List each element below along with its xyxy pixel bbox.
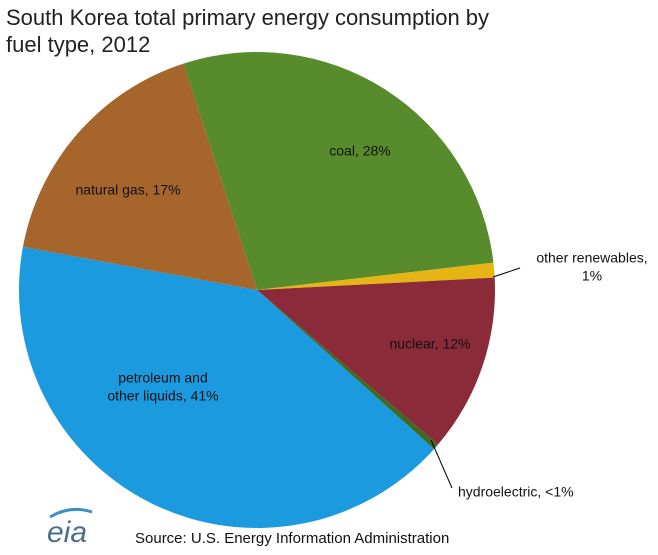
data-label: other liquids, 41%	[107, 388, 218, 404]
data-label: 1%	[582, 268, 602, 284]
pie-slice	[257, 290, 439, 450]
data-label: other renewables,	[536, 250, 647, 266]
leader-line	[430, 439, 453, 489]
logo-swoosh	[49, 507, 93, 519]
data-label: natural gas, 17%	[75, 182, 180, 198]
pie-slice	[19, 246, 435, 528]
source: Source: U.S. Energy Information Administ…	[135, 530, 449, 547]
pie-slice	[257, 262, 495, 290]
pie-slice	[257, 277, 495, 445]
chart-title: South Korea total primary energy consump…	[6, 5, 490, 57]
leader-line	[492, 267, 521, 278]
data-label: hydroelectric, <1%	[458, 484, 574, 500]
logo: eia	[47, 516, 87, 549]
pie-slice	[183, 52, 494, 290]
data-label: coal, 28%	[329, 143, 390, 159]
pie-slice	[22, 63, 258, 291]
data-label: petroleum and	[118, 370, 208, 386]
data-label: nuclear, 12%	[390, 336, 471, 352]
